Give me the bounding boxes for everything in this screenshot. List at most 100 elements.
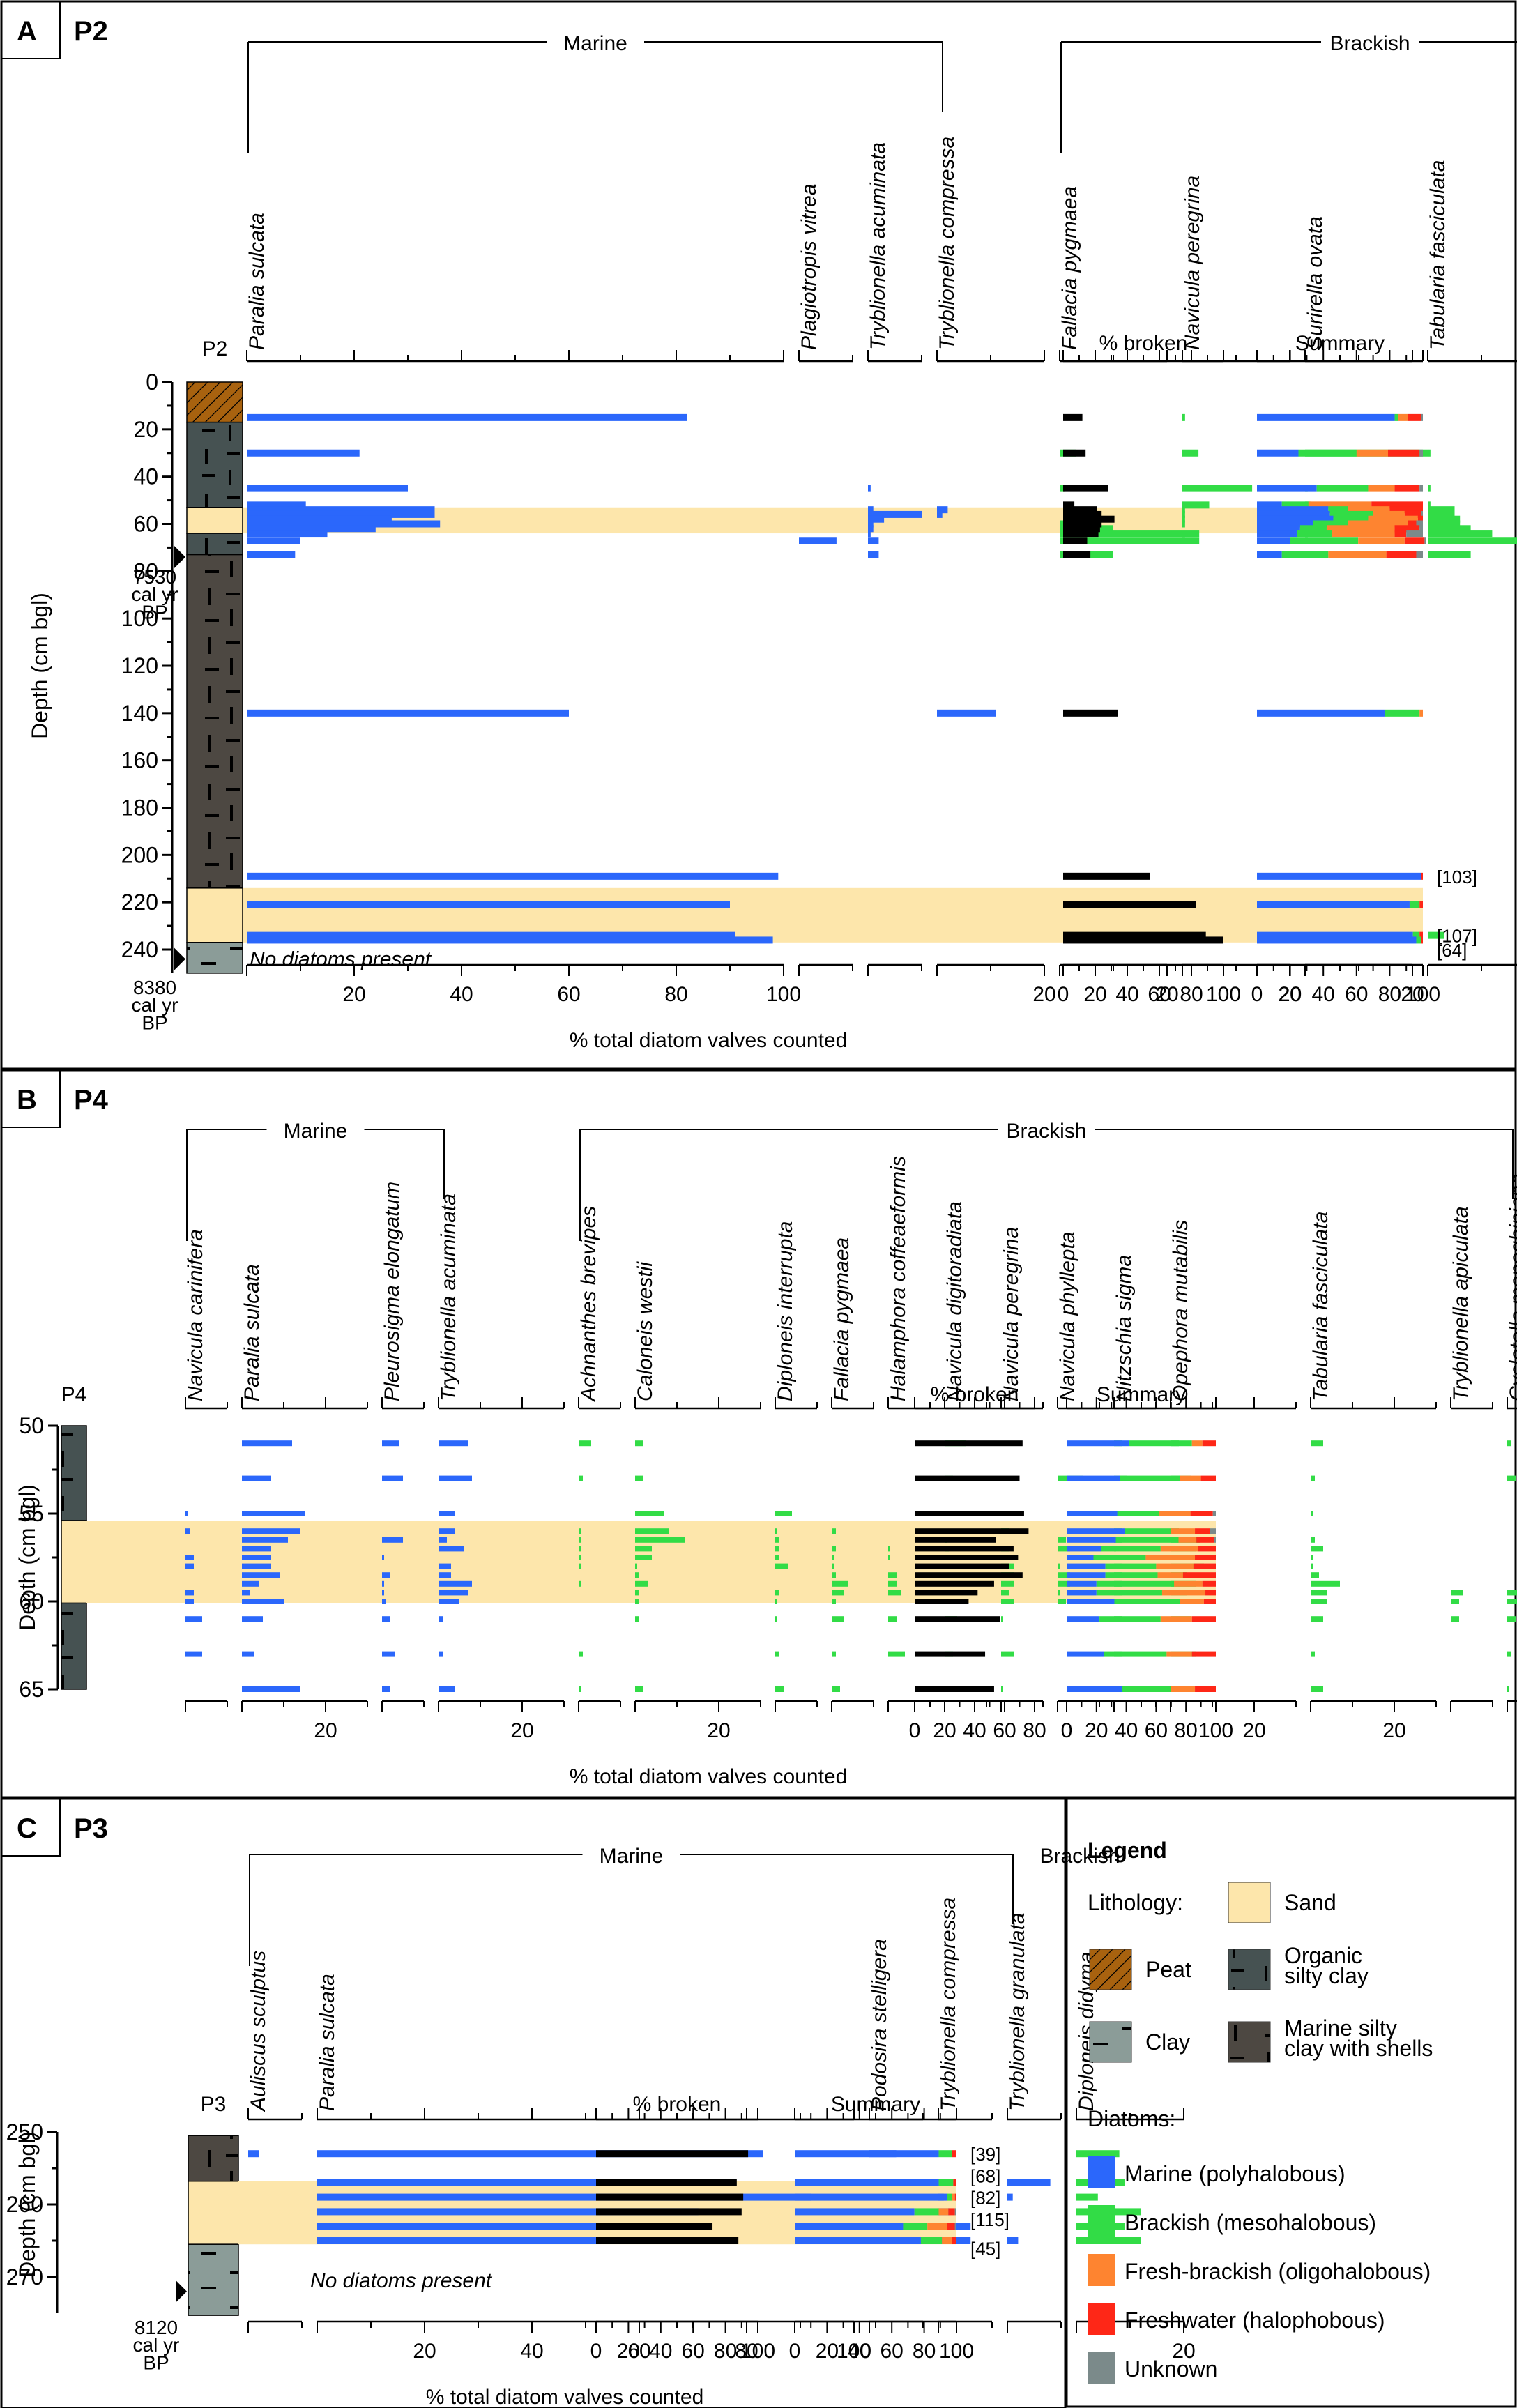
summary-segment-unknown: [1416, 551, 1423, 558]
summary-segment-marine: [1257, 413, 1395, 421]
summary-segment-unknown: [1419, 525, 1423, 533]
bar-brackish: [579, 1563, 581, 1569]
summary-segment-marine: [1067, 1528, 1125, 1534]
bar-marine: [242, 1580, 259, 1587]
bar-brackish: [635, 1590, 639, 1596]
bar-brackish: [888, 1572, 897, 1578]
sand-band: [86, 1521, 1216, 1603]
summary-segment-freshbrackish: [1356, 449, 1389, 457]
species-tick-label: 100: [837, 2340, 871, 2363]
lithology-organic_silty_clay: [61, 1425, 87, 1521]
bar-marine: [868, 515, 885, 523]
summary-segment-freshbrackish: [952, 2193, 955, 2201]
bar-marine: [937, 510, 943, 518]
summary-segment-freshwater: [1404, 510, 1421, 518]
bar-brackish: [775, 1528, 777, 1534]
summary-segment-unknown: [1424, 537, 1426, 544]
bar-marine: [242, 1546, 271, 1552]
bar-marine: [439, 1528, 455, 1534]
bar-brackish: [579, 1475, 583, 1481]
summary-segment-unknown: [1212, 1511, 1216, 1516]
summary-segment-marine: [1067, 1563, 1106, 1569]
bar-brackish: [579, 1686, 581, 1692]
bar-marine: [1007, 2237, 1019, 2244]
broken-tick-label: 40: [1115, 983, 1138, 1006]
bar-brackish: [1058, 1563, 1060, 1569]
broken-bar: [915, 1528, 1029, 1534]
bar-marine: [247, 506, 435, 514]
bar-marine: [242, 1537, 288, 1543]
broken-bar: [1063, 872, 1150, 880]
broken-bar: [596, 2237, 739, 2244]
summary-segment-marine: [1067, 1616, 1100, 1622]
summary-segment-marine: [1067, 1475, 1121, 1481]
summary-tick-label: 20: [1279, 983, 1302, 1006]
bar-brackish: [1058, 1546, 1070, 1552]
summary-segment-marine: [795, 2150, 939, 2158]
summary-segment-marine: [1257, 530, 1297, 538]
broken-bar: [915, 1546, 1014, 1552]
summary-segment-freshbrackish: [1157, 1572, 1183, 1578]
bar-brackish: [775, 1599, 777, 1604]
summary-segment-marine: [1257, 537, 1290, 544]
bar-marine: [247, 551, 296, 558]
broken-tick-label: 40: [649, 2340, 672, 2363]
summary-segment-freshbrackish: [1191, 1440, 1203, 1447]
bar-marine: [439, 1651, 443, 1657]
lithology-organic_silty_clay: [61, 1602, 87, 1690]
species-name: Pleurosigma elongatum: [381, 1182, 404, 1401]
species-name: Tabularia fasciculata: [1426, 160, 1449, 350]
species-name: Auliscus sculptus: [247, 1951, 270, 2112]
summary-segment-brackish: [1333, 515, 1369, 523]
legend-swatch-marine_silty_clay: [1228, 2021, 1271, 2063]
bar-brackish: [1428, 525, 1471, 533]
summary-segment-freshwater: [1190, 1511, 1213, 1516]
summary-segment-freshwater: [1421, 936, 1423, 944]
bar-brackish: [1451, 1616, 1459, 1622]
summary-title: Summary: [1295, 332, 1385, 355]
summary-segment-brackish: [1297, 530, 1332, 538]
summary-segment-freshwater: [1191, 1616, 1216, 1622]
bar-brackish: [1058, 1580, 1070, 1587]
summary-segment-marine: [1257, 931, 1413, 939]
summary-segment-brackish: [938, 2179, 954, 2186]
bar-marine: [439, 1475, 472, 1481]
summary-segment-marine: [1067, 1546, 1101, 1552]
bar-marine: [247, 525, 376, 533]
summary-segment-freshwater: [954, 2193, 956, 2201]
group-label: Marine: [600, 1845, 664, 1868]
bar-brackish: [775, 1555, 779, 1560]
summary-segment-freshbrackish: [1358, 537, 1405, 544]
broken-bar: [1063, 901, 1196, 908]
broken-bar: [1063, 936, 1223, 944]
bar-marine: [242, 1563, 271, 1569]
lithology-organic_silty_clay: [186, 421, 243, 508]
summary-segment-freshbrackish: [1171, 1686, 1196, 1692]
summary-segment-brackish: [947, 2193, 952, 2201]
bar-marine: [439, 1572, 451, 1578]
species-name: Paralia sulcata: [316, 1974, 339, 2111]
bar-marine: [382, 1599, 386, 1604]
bar-brackish: [1428, 501, 1431, 509]
summary-segment-brackish: [1290, 537, 1359, 544]
lithology-peat: [186, 381, 243, 423]
bar-brackish: [775, 1590, 779, 1596]
broken-tick-label: 20: [617, 2340, 640, 2363]
bar-brackish: [1428, 485, 1431, 492]
summary-segment-brackish: [1412, 931, 1420, 939]
species-name: Diploneis interrupta: [774, 1221, 797, 1401]
bar-marine: [242, 1440, 292, 1447]
group-label: Marine: [563, 32, 627, 55]
lithology-clay: [188, 2243, 239, 2316]
count-label: [115]: [970, 2209, 1009, 2230]
bar-brackish: [1507, 1616, 1516, 1622]
legend-swatch-sand: [1228, 1882, 1271, 1923]
summary-tick-label: 0: [789, 2340, 801, 2363]
summary-segment-freshwater: [1389, 506, 1423, 514]
broken-bar: [1063, 520, 1102, 528]
summary-segment-brackish: [1299, 525, 1327, 533]
summary-segment-unknown: [1214, 1537, 1216, 1543]
bar-brackish: [832, 1528, 836, 1534]
x-axis-label: % total diatom valves counted: [426, 2386, 704, 2408]
